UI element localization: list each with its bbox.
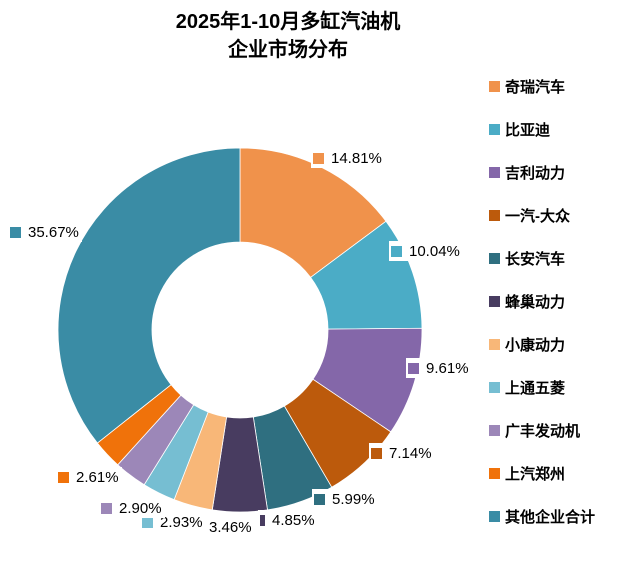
legend-item: 上汽郑州 <box>489 452 595 495</box>
legend-item: 蜂巢动力 <box>489 280 595 323</box>
legend-item: 奇瑞汽车 <box>489 65 595 108</box>
legend-item: 上通五菱 <box>489 366 595 409</box>
chart-title: 2025年1-10月多缸汽油机 企业市场分布 <box>0 8 576 64</box>
chart-legend: 奇瑞汽车比亚迪吉利动力一汽-大众长安汽车蜂巢动力小康动力上通五菱广丰发动机上汽郑… <box>489 65 595 538</box>
legend-item: 长安汽车 <box>489 237 595 280</box>
legend-item: 其他企业合计 <box>489 495 595 538</box>
legend-swatch-icon <box>489 511 500 522</box>
legend-item: 吉利动力 <box>489 151 595 194</box>
legend-label: 吉利动力 <box>505 165 566 182</box>
legend-swatch-icon <box>489 468 500 479</box>
legend-item: 广丰发动机 <box>489 409 595 452</box>
legend-item: 一汽-大众 <box>489 194 595 237</box>
legend-label: 上通五菱 <box>505 380 566 397</box>
legend-label: 蜂巢动力 <box>505 294 566 311</box>
legend-label: 上汽郑州 <box>505 466 566 483</box>
legend-swatch-icon <box>489 425 500 436</box>
legend-label: 小康动力 <box>505 337 566 354</box>
legend-label: 长安汽车 <box>505 251 566 268</box>
legend-swatch-icon <box>489 167 500 178</box>
legend-swatch-icon <box>489 382 500 393</box>
chart-title-line2: 企业市场分布 <box>228 39 348 61</box>
legend-label: 一汽-大众 <box>505 208 570 225</box>
legend-label: 比亚迪 <box>505 122 551 139</box>
chart-title-line1: 2025年1-10月多缸汽油机 <box>175 11 401 33</box>
legend-swatch-icon <box>489 253 500 264</box>
pie-slice <box>57 147 241 444</box>
legend-swatch-icon <box>489 124 500 135</box>
legend-swatch-icon <box>489 339 500 350</box>
legend-swatch-icon <box>489 81 500 92</box>
legend-swatch-icon <box>489 296 500 307</box>
legend-swatch-icon <box>489 210 500 221</box>
legend-label: 广丰发动机 <box>505 423 581 440</box>
pie-slice <box>239 147 387 278</box>
legend-label: 奇瑞汽车 <box>505 79 566 96</box>
legend-item: 比亚迪 <box>489 108 595 151</box>
legend-item: 小康动力 <box>489 323 595 366</box>
legend-label: 其他企业合计 <box>505 509 596 526</box>
